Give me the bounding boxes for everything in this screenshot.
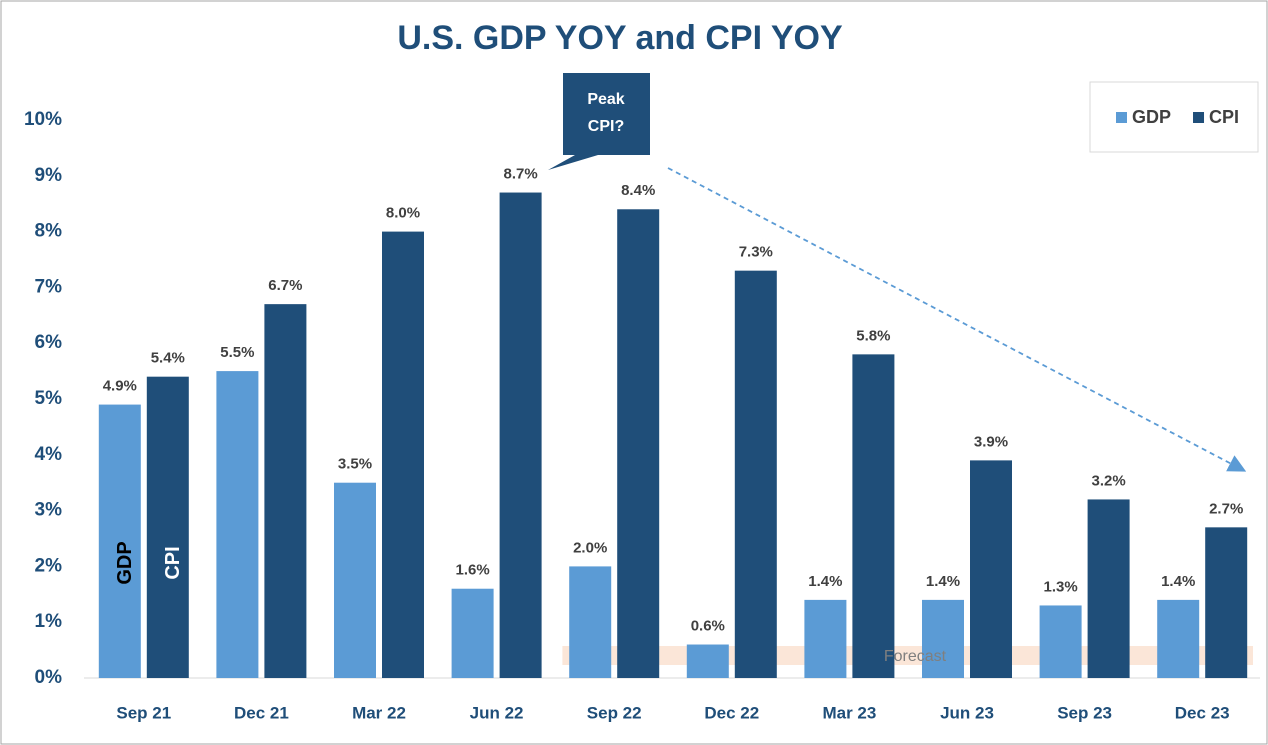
value-label: 2.7% xyxy=(1209,500,1243,517)
bar xyxy=(382,231,424,678)
value-label: 7.3% xyxy=(739,244,773,261)
callout-text: CPI? xyxy=(588,118,624,135)
y-tick-label: 8% xyxy=(35,221,63,242)
value-label: 1.6% xyxy=(455,562,489,579)
callout-box xyxy=(548,73,650,170)
chart-title: U.S. GDP YOY and CPI YOY xyxy=(397,19,843,57)
bar xyxy=(216,371,259,678)
in-bar-label: CPI xyxy=(162,546,184,579)
x-tick-label: Jun 23 xyxy=(940,703,994,722)
value-label: 1.3% xyxy=(1043,578,1077,595)
x-tick-label: Jun 22 xyxy=(470,703,524,722)
in-bar-label: GDP xyxy=(114,541,136,584)
legend-label: CPI xyxy=(1209,107,1239,127)
y-tick-label: 1% xyxy=(35,611,63,632)
value-label: 8.0% xyxy=(386,205,420,222)
x-tick-label: Dec 21 xyxy=(234,703,289,722)
value-label: 1.4% xyxy=(808,573,842,590)
y-tick-label: 7% xyxy=(35,276,63,297)
trend-arrow xyxy=(667,167,1247,472)
bar xyxy=(451,588,494,678)
bar xyxy=(1157,599,1200,678)
forecast-label: Forecast xyxy=(884,648,947,665)
value-label: 3.2% xyxy=(1091,472,1125,489)
value-label: 2.0% xyxy=(573,539,607,556)
legend-label: GDP xyxy=(1132,107,1171,127)
y-tick-label: 4% xyxy=(35,444,63,465)
value-label: 6.7% xyxy=(268,277,302,294)
x-tick-label: Sep 23 xyxy=(1057,703,1112,722)
bar xyxy=(922,599,964,678)
y-tick-label: 2% xyxy=(35,555,63,576)
value-label: 5.8% xyxy=(856,327,890,344)
bar xyxy=(98,404,141,678)
y-tick-label: 6% xyxy=(35,332,63,353)
y-tick-label: 10% xyxy=(24,109,62,130)
bar xyxy=(734,270,777,678)
value-label: 3.9% xyxy=(974,433,1008,450)
x-tick-label: Dec 23 xyxy=(1175,703,1230,722)
bar xyxy=(1039,605,1082,678)
y-tick-label: 3% xyxy=(35,500,63,521)
x-tick-label: Mar 23 xyxy=(822,703,876,722)
bar xyxy=(1087,499,1130,678)
bar xyxy=(852,354,895,678)
value-label: 5.5% xyxy=(220,344,254,361)
value-label: 1.4% xyxy=(1161,573,1195,590)
bar xyxy=(146,376,189,678)
value-label: 8.7% xyxy=(503,166,537,183)
bar xyxy=(804,599,847,678)
value-label: 0.6% xyxy=(691,617,725,634)
x-tick-label: Sep 21 xyxy=(116,703,171,722)
x-tick-label: Mar 22 xyxy=(352,703,406,722)
value-label: 1.4% xyxy=(926,573,960,590)
x-tick-label: Dec 22 xyxy=(704,703,759,722)
legend-swatch xyxy=(1116,112,1127,123)
y-tick-label: 9% xyxy=(35,165,63,186)
x-tick-label: Sep 22 xyxy=(587,703,642,722)
callout-text: Peak xyxy=(587,91,624,108)
bar xyxy=(617,209,660,678)
y-tick-label: 0% xyxy=(35,667,63,688)
bar xyxy=(1205,527,1248,678)
bar xyxy=(499,192,542,679)
legend-swatch xyxy=(1193,112,1205,123)
bar xyxy=(686,644,729,678)
value-label: 5.4% xyxy=(151,350,185,367)
bar xyxy=(334,482,376,678)
value-label: 3.5% xyxy=(338,456,372,473)
value-label: 8.4% xyxy=(621,182,655,199)
bar xyxy=(970,460,1012,678)
y-tick-label: 5% xyxy=(35,388,63,409)
bar xyxy=(264,304,307,678)
bar xyxy=(569,566,612,678)
value-label: 4.9% xyxy=(103,378,137,395)
